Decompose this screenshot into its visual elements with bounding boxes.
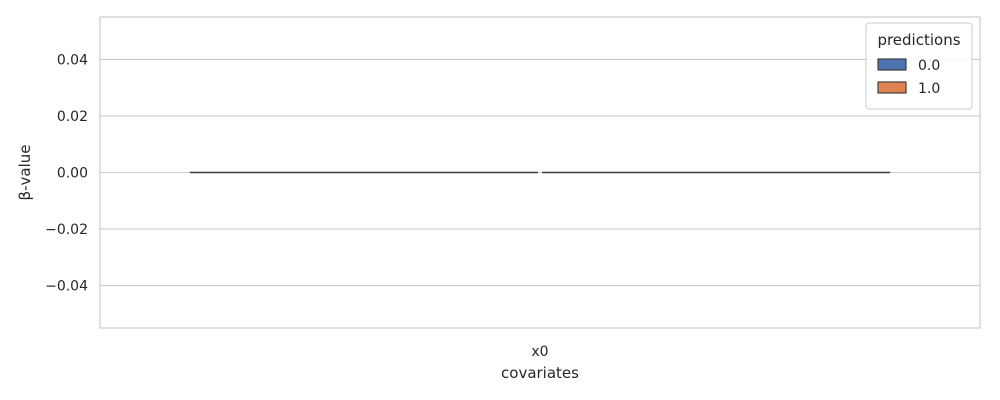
legend-label: 0.0 [918,58,940,74]
y-axis-label: β-value [16,145,34,201]
y-tick-label: 0.02 [57,109,88,125]
x-tick-labels: x0 [531,344,548,360]
legend-label: 1.0 [918,81,940,97]
y-tick-label: 0.00 [57,166,88,182]
x-axis-label: covariates [501,364,579,382]
y-tick-label: 0.04 [57,52,88,68]
y-tick-label: −0.02 [45,222,88,238]
legend-swatch [877,81,907,94]
plot-frame [99,16,981,329]
y-tick-labels: −0.04 −0.02 0.00 0.02 0.04 [45,52,88,294]
legend-swatch [877,58,907,71]
y-tick-label: −0.04 [45,279,88,295]
x-tick-label: x0 [531,344,548,360]
legend-title: predictions [877,31,960,49]
legend-items: 0.01.0 [877,58,940,97]
legend: predictions 0.01.0 [865,22,973,110]
